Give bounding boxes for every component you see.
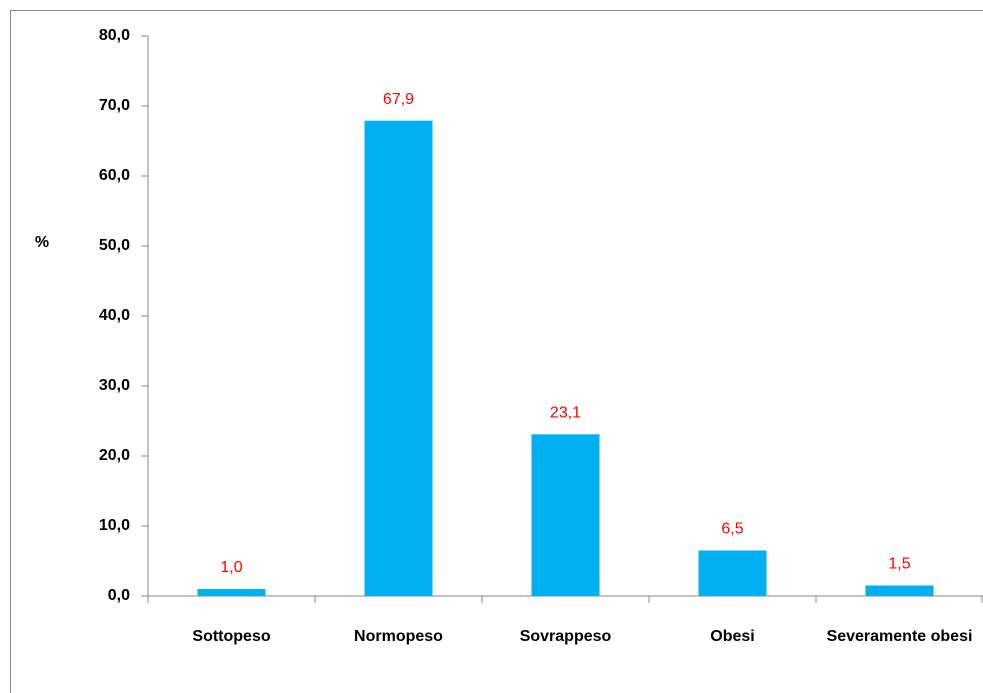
y-tick-label: 70,0: [99, 97, 130, 114]
y-tick-label: 50,0: [99, 237, 130, 254]
bar: [197, 589, 266, 596]
value-label: 6,5: [721, 521, 743, 538]
y-tick-label: 30,0: [99, 377, 130, 394]
y-tick-label: 40,0: [99, 307, 130, 324]
x-tick-label: Severamente obesi: [826, 628, 973, 645]
value-label: 23,1: [550, 405, 581, 422]
x-tick-label: Sottopeso: [192, 628, 271, 645]
x-tick-label: Obesi: [710, 628, 755, 645]
y-tick-label: 10,0: [99, 517, 130, 534]
y-axis-label: %: [35, 234, 49, 251]
bar: [698, 550, 767, 596]
bar: [865, 585, 934, 596]
chart-border: [10, 10, 983, 693]
x-tick-label: Sovrappeso: [519, 628, 612, 645]
y-tick-label: 20,0: [99, 447, 130, 464]
y-tick-label: 0,0: [108, 587, 130, 604]
y-tick-label: 60,0: [99, 167, 130, 184]
x-tick-label: Normopeso: [354, 628, 443, 645]
y-tick-label: 80,0: [99, 27, 130, 44]
value-label: 67,9: [383, 91, 414, 108]
bar: [531, 434, 600, 596]
value-label: 1,5: [888, 556, 910, 573]
bar: [364, 120, 433, 596]
value-label: 1,0: [220, 559, 242, 576]
